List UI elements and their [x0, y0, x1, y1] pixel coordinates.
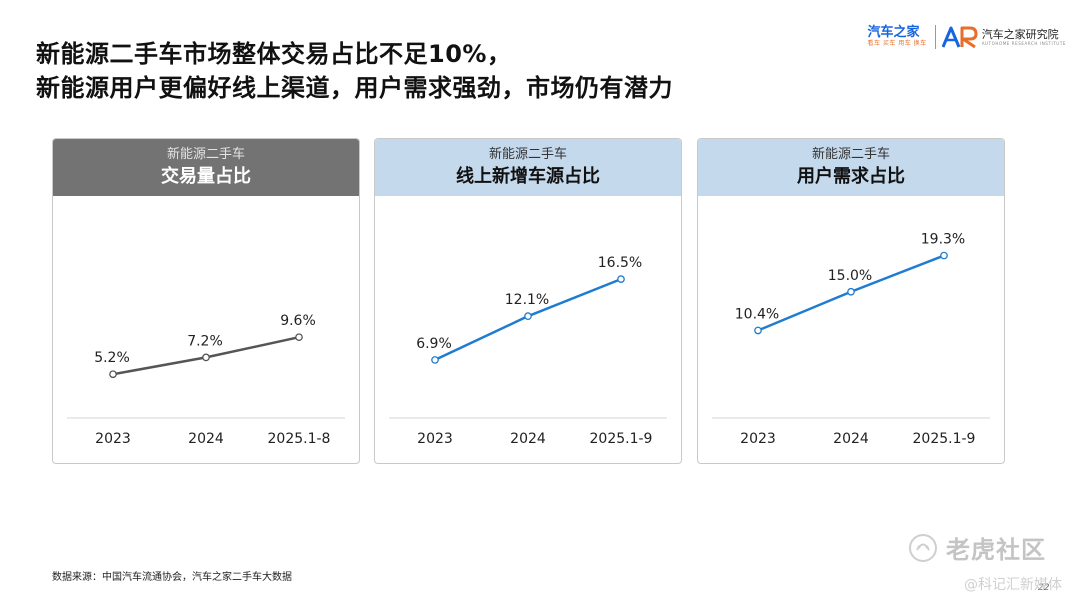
institute-name: 汽车之家研究院: [981, 27, 1059, 41]
chart-transaction-share: 5.2% 2023 7.2% 2024 9.6% 2025.1-8: [67, 313, 345, 447]
panel-title: 交易量占比: [161, 165, 251, 187]
panel-header: 新能源二手车 线上新增车源占比: [375, 139, 681, 196]
watermark-logo-icon: [909, 533, 937, 562]
watermark: 老虎社区: [908, 530, 1046, 565]
x-tick-label: 2025.1-9: [590, 431, 653, 447]
research-institute-logo-icon: [941, 26, 978, 48]
panel-title: 线上新增车源占比: [456, 165, 600, 187]
x-tick-label: 2023: [95, 431, 131, 447]
watermark-credit: @科记汇新媒体: [964, 577, 1062, 593]
data-point: [295, 333, 303, 342]
x-tick-label: 2025.1-9: [913, 431, 976, 447]
institute-name-en: AUTOHOME RESEARCH INSTITUTE: [981, 40, 1066, 46]
data-point: [202, 353, 210, 362]
brand-name: 汽车之家: [867, 25, 920, 40]
brand-header: 汽车之家 看车 买车 用车 换车 汽车之家研究院 AUTOHOME RESEAR…: [867, 22, 1066, 52]
data-point: [847, 287, 855, 296]
page-title-line-1: 新能源二手车市场整体交易占比不足10%，: [36, 40, 512, 68]
data-label: 15.0%: [828, 268, 872, 284]
data-source-note: 数据来源：中国汽车流通协会，汽车之家二手车大数据: [52, 572, 292, 583]
x-tick-label: 2024: [188, 431, 224, 447]
data-label: 7.2%: [187, 333, 223, 349]
panel-user-demand-share: 新能源二手车 用户需求占比 10.4% 2023 15.0% 2024 19.3% 202…: [697, 138, 1005, 464]
data-point: [617, 275, 625, 283]
panel-online-listing-share: 新能源二手车 线上新增车源占比 6.9% 2023 12.1% 2024 16.5% 20…: [374, 138, 682, 464]
x-tick-label: 2024: [833, 431, 869, 447]
panel-subtitle: 新能源二手车: [166, 146, 245, 162]
data-point: [754, 326, 762, 335]
data-label: 6.9%: [416, 336, 452, 352]
chart-online-listing-share: 6.9% 2023 12.1% 2024 16.5% 2025.1-9: [389, 255, 667, 447]
data-point: [109, 370, 117, 379]
data-label: 9.6%: [280, 313, 316, 329]
data-label: 10.4%: [735, 306, 779, 322]
panel-header: 新能源二手车 用户需求占比: [698, 139, 1004, 196]
x-tick-label: 2025.1-8: [268, 431, 331, 447]
panel-transaction-share: 新能源二手车 交易量占比 5.2% 2023 7.2% 2024 9.6% 2025.1-…: [52, 138, 360, 464]
data-label: 16.5%: [598, 255, 642, 271]
brand-divider: [934, 25, 936, 49]
x-tick-label: 2024: [510, 431, 546, 447]
data-label: 12.1%: [505, 292, 549, 308]
data-point: [431, 356, 439, 364]
chart-user-demand-share: 10.4% 2023 15.0% 2024 19.3% 2025.1-9: [712, 232, 990, 447]
watermark-text: 老虎社区: [946, 536, 1046, 564]
x-tick-label: 2023: [740, 431, 776, 447]
autohome-logo: 汽车之家 看车 买车 用车 换车: [867, 26, 926, 48]
data-label: 19.3%: [921, 232, 965, 248]
page-number: 22: [1038, 583, 1050, 593]
panel-header: 新能源二手车 交易量占比: [53, 139, 359, 196]
brand-tagline: 看车 买车 用车 换车: [867, 40, 927, 47]
page-title-line-2: 新能源用户更偏好线上渠道，用户需求强劲，市场仍有潜力: [36, 74, 673, 102]
x-tick-label: 2023: [417, 431, 453, 447]
panel-title: 用户需求占比: [797, 165, 905, 187]
panel-subtitle: 新能源二手车: [811, 146, 890, 162]
panel-subtitle: 新能源二手车: [488, 146, 567, 162]
data-label: 5.2%: [94, 350, 130, 366]
data-point: [524, 312, 532, 321]
data-point: [940, 251, 948, 260]
